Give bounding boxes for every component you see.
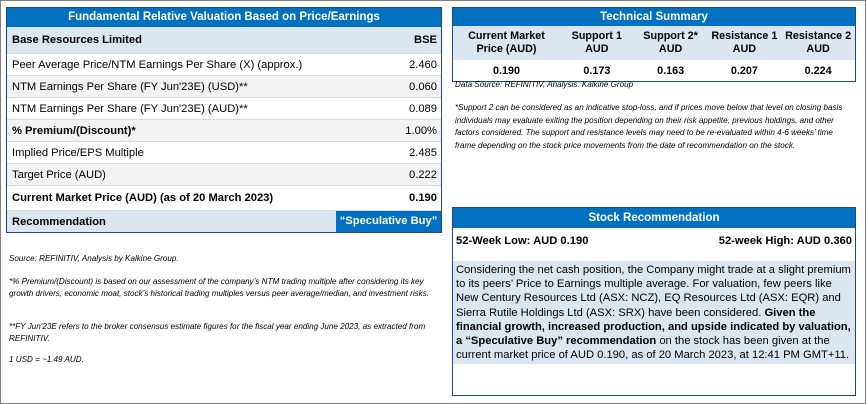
valuation-table: Fundamental Relative Valuation Based on … [6,7,442,233]
stock-title: Stock Recommendation [453,208,855,228]
row-label: NTM Earnings Per Share (FY Jun'23E) (USD… [12,80,248,93]
tech-header: Resistance 2 AUD [781,26,856,61]
technical-summary: Technical Summary Current Market Price (… [452,7,856,82]
row-value: 2.485 [409,146,437,159]
table-row: NTM Earnings Per Share (FY Jun'23E) (USD… [7,76,441,98]
table-row: NTM Earnings Per Share (FY Jun'23E) (AUD… [7,98,441,120]
fy-note: **FY Jun'23E refers to the broker consen… [9,322,426,343]
table-row: % Premium/(Discount)* 1.00% [7,120,441,142]
week52-low: 52-Week Low: AUD 0.190 [456,235,589,247]
row-label: Implied Price/EPS Multiple [12,146,144,159]
tech-header: Resistance 1 AUD [707,26,782,61]
cmp-label: Current Market Price (AUD) (as of 20 Mar… [12,192,274,204]
fx-note: 1 USD = ~1.49 AUD. [9,355,84,364]
tech-col-resistance2: Resistance 2 AUD 0.224 [781,26,856,81]
table-row: Implied Price/EPS Multiple 2.485 [7,142,441,164]
exchange-label: BSE [413,34,437,46]
technical-title: Technical Summary [453,8,855,26]
row-value: 2.460 [409,58,437,71]
company-header-row: Base Resources Limited BSE [7,27,441,54]
tech-value: 0.163 [633,61,708,81]
row-label: NTM Earnings Per Share (FY Jun'23E) (AUD… [12,102,248,115]
cmp-value: 0.190 [409,192,437,204]
week52-range: 52-Week Low: AUD 0.190 52-week High: AUD… [453,228,855,252]
tech-header: Support 1 AUD [559,26,634,61]
tech-header: Support 2* AUD [633,26,708,61]
tech-col-cmp: Current Market Price (AUD) 0.190 [453,26,560,81]
tech-col-support2: Support 2* AUD 0.163 [633,26,708,81]
premium-note: *% Premium/(Discount) is based on our as… [9,277,430,298]
source-note: Source: REFINITIV, Analysis by Kalkine G… [9,254,179,263]
row-value: 1.00% [405,124,437,137]
tech-value: 0.207 [707,61,782,81]
technical-note: *Support 2 can be considered as an indic… [455,103,843,150]
technical-source: Data Source: REFINITIV, Analysis: Kalkin… [455,80,634,89]
stock-recommendation: Stock Recommendation 52-Week Low: AUD 0.… [452,207,856,396]
table-row: Peer Average Price/NTM Earnings Per Shar… [7,54,441,76]
recommendation-label: Recommendation [12,215,106,228]
week52-high: 52-week High: AUD 0.360 [718,235,852,247]
recommendation-row: Recommendation “Speculative Buy” [7,211,441,232]
recommendation-text-bold: Given the financial growth, increased pr… [456,306,851,348]
company-name: Base Resources Limited [12,34,142,46]
valuation-title: Fundamental Relative Valuation Based on … [7,8,441,27]
tech-header: Current Market Price (AUD) [453,26,560,61]
recommendation-text-plain: Considering the net cash position, the C… [456,264,851,319]
row-label: Target Price (AUD) [12,168,106,181]
row-value: 0.060 [409,80,437,93]
row-label: Peer Average Price/NTM Earnings Per Shar… [12,58,303,71]
row-value: 0.222 [409,168,437,181]
tech-value: 0.190 [453,61,560,81]
recommendation-badge: “Speculative Buy” [336,211,441,232]
tech-col-resistance1: Resistance 1 AUD 0.207 [707,26,782,81]
tech-value: 0.173 [559,61,634,81]
row-label: % Premium/(Discount)* [12,124,136,137]
technical-grid: Current Market Price (AUD) 0.190 Support… [453,26,856,81]
cmp-row: Current Market Price (AUD) (as of 20 Mar… [7,186,441,211]
recommendation-text-tail: on the stock has been given at the curre… [456,335,850,362]
recommendation-text: Considering the net cash position, the C… [453,261,855,365]
tech-value: 0.224 [781,61,856,81]
tech-col-support1: Support 1 AUD 0.173 [559,26,634,81]
table-row: Target Price (AUD) 0.222 [7,164,441,186]
row-value: 0.089 [409,102,437,115]
